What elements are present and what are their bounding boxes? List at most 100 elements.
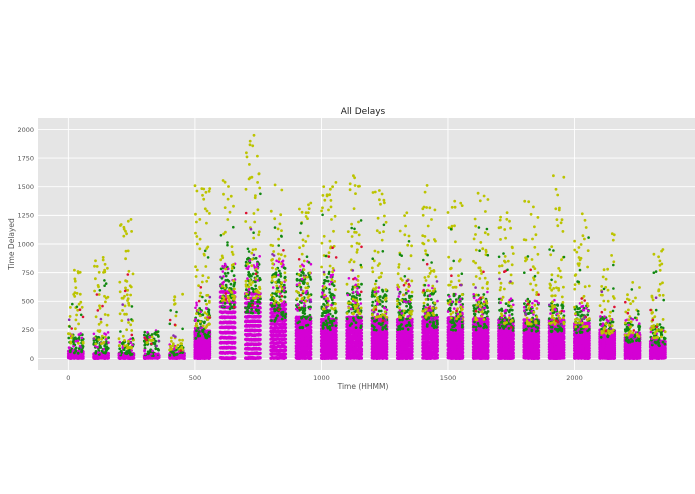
delay-point	[229, 282, 233, 286]
delay-point	[195, 235, 199, 238]
delay-point	[199, 310, 203, 314]
delay-point	[302, 259, 306, 263]
delay-point	[295, 277, 299, 281]
delay-point	[154, 347, 158, 351]
delay-point	[299, 268, 302, 272]
delay-point	[125, 232, 128, 236]
delay-point	[94, 342, 98, 346]
delay-point	[97, 322, 101, 326]
delay-point	[93, 289, 96, 293]
delay-point	[302, 268, 306, 271]
delay-point	[182, 357, 186, 360]
delay-point	[306, 217, 309, 221]
delay-point	[250, 308, 254, 311]
delay-point	[106, 331, 110, 334]
delay-point	[205, 209, 209, 213]
delay-point	[76, 339, 80, 343]
delay-point	[71, 349, 75, 352]
delay-point	[244, 306, 248, 310]
delay-point	[309, 262, 313, 266]
delay-point	[193, 184, 197, 188]
delay-point	[76, 351, 80, 355]
delay-point	[258, 276, 262, 280]
delay-point	[104, 300, 107, 304]
delay-point	[271, 266, 274, 270]
delay-point	[269, 298, 273, 301]
delay-point	[179, 349, 183, 352]
delay-point	[275, 294, 279, 298]
delay-point	[233, 326, 237, 330]
delay-point	[130, 305, 134, 308]
delay-point	[230, 291, 234, 294]
delay-point	[282, 249, 285, 252]
delay-point	[97, 338, 101, 341]
delay-point	[101, 304, 104, 308]
delay-point	[203, 332, 207, 336]
delay-point	[126, 273, 130, 276]
delay-point	[247, 288, 251, 292]
delay-point	[202, 187, 206, 191]
delay-point	[248, 304, 252, 307]
delay-point	[146, 331, 149, 334]
delay-point	[299, 231, 302, 235]
delay-point	[76, 308, 80, 312]
delay-point	[79, 332, 82, 335]
delay-point	[101, 258, 105, 262]
delay-point	[202, 197, 206, 201]
delay-point	[208, 316, 211, 319]
delay-point	[201, 324, 205, 328]
delay-point	[302, 276, 306, 279]
delay-point	[125, 352, 129, 356]
delay-point	[198, 320, 202, 324]
delay-point	[129, 293, 133, 297]
delay-point	[130, 346, 134, 350]
delay-point	[120, 296, 124, 300]
delay-point	[233, 340, 237, 344]
delay-point	[295, 283, 299, 287]
delay-point	[206, 334, 210, 337]
delay-point	[102, 348, 105, 351]
delay-point	[74, 346, 78, 350]
delay-point	[284, 307, 288, 311]
delay-point	[155, 344, 158, 348]
delay-point	[121, 334, 125, 338]
delay-point	[306, 296, 310, 299]
delay-point	[118, 290, 122, 294]
delay-point	[308, 313, 312, 317]
delay-point	[143, 330, 147, 334]
delay-point	[124, 229, 127, 233]
delay-point	[233, 351, 237, 355]
delay-point	[105, 345, 109, 348]
delay-point	[256, 304, 260, 308]
delay-point	[72, 293, 76, 296]
delay-point	[307, 207, 311, 211]
delay-point	[302, 282, 306, 285]
delay-point	[73, 351, 76, 355]
delay-point	[254, 256, 258, 260]
delay-point	[67, 336, 71, 340]
delay-point	[169, 336, 173, 340]
delay-point	[103, 279, 106, 282]
delay-point	[198, 314, 202, 318]
delay-point	[153, 342, 157, 346]
delay-point	[248, 259, 252, 262]
delay-point	[74, 286, 78, 289]
delay-point	[101, 341, 105, 345]
delay-point	[170, 350, 174, 354]
delay-point	[224, 230, 227, 234]
delay-point	[122, 348, 126, 351]
delay-point	[200, 280, 204, 284]
delay-point	[280, 265, 284, 268]
delay-point	[257, 311, 260, 315]
delay-point	[131, 343, 134, 347]
delay-point	[228, 307, 232, 311]
delay-point	[284, 326, 288, 330]
delay-point	[232, 297, 236, 301]
delay-point	[99, 317, 103, 321]
delay-point	[203, 320, 206, 324]
delay-point	[205, 312, 209, 316]
delay-point	[246, 310, 250, 314]
delay-point	[252, 236, 256, 240]
delay-point	[75, 313, 78, 317]
delay-point	[221, 270, 225, 273]
